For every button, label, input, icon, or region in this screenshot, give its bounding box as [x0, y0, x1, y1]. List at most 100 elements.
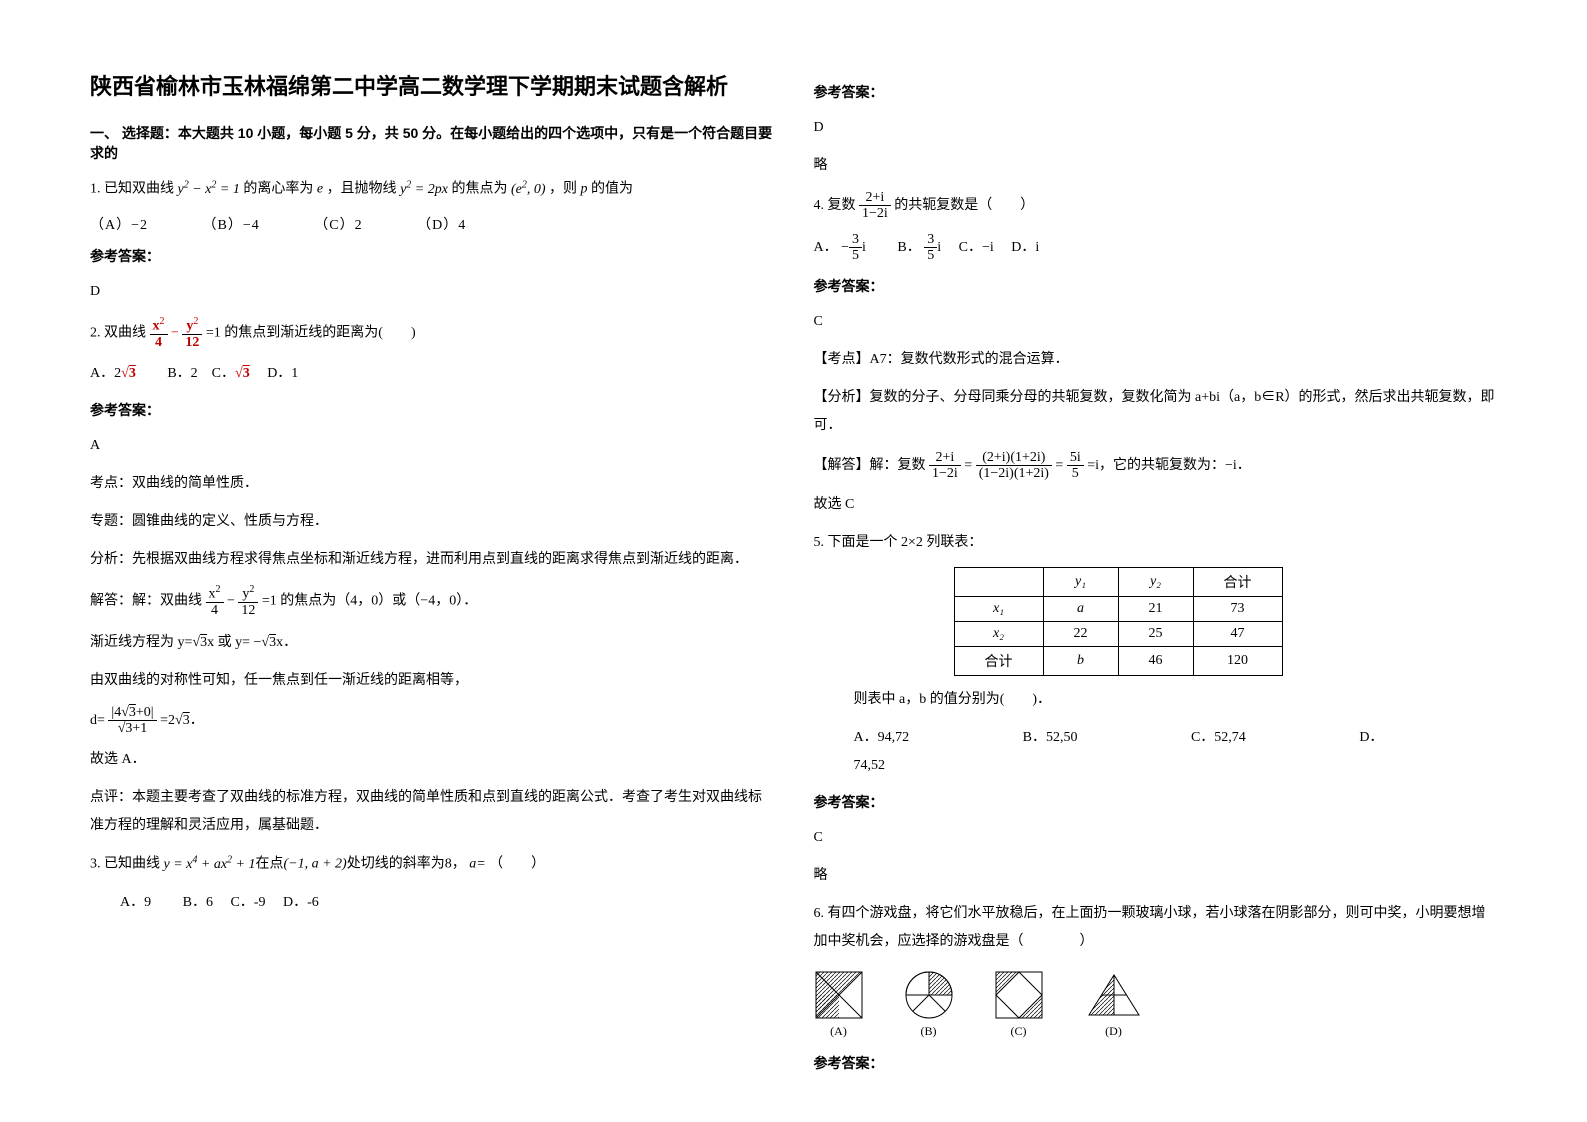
- q2-jieda4: d= |4√3+0|√3+1 =2√3．: [90, 705, 774, 737]
- q1-e: e: [317, 182, 323, 197]
- q5-r1c3: 47: [1193, 622, 1282, 647]
- q2-fenxi: 分析：先根据双曲线方程求得焦点坐标和渐近线方程，进而利用点到直线的距离求得焦点到…: [90, 546, 774, 574]
- q4-jfrac1: 2+i1−2i: [929, 450, 961, 482]
- q5-r2c3: 120: [1193, 647, 1282, 676]
- q2-sqrt3-1: √3: [192, 635, 207, 650]
- q2-opt-a: A．2: [90, 366, 121, 381]
- q5-h3: 合计: [1193, 568, 1282, 597]
- q2-j4a: d=: [90, 713, 105, 728]
- q3-text-2: 在点: [256, 857, 284, 872]
- q1-text-5: ，则: [549, 182, 577, 197]
- q1-ref-label: 参考答案：: [90, 246, 774, 266]
- q1-options: （A）−2 （B）−4 （C）2 （D）4: [90, 214, 774, 234]
- q2-minus: −: [171, 325, 182, 340]
- q5-lue: 略: [814, 862, 1498, 890]
- q5-options: A．94,72 B．52,50 C．52,74 D．74,52: [854, 724, 1498, 780]
- q4-opt-b: B．: [897, 240, 920, 255]
- q4-text-2: 的共轭复数是（ ）: [894, 198, 1034, 213]
- q4-frac-b: 35: [924, 232, 937, 264]
- q3-answer: D: [814, 114, 1498, 142]
- game-a-icon: [814, 970, 864, 1020]
- q2-ref-label: 参考答案：: [90, 400, 774, 420]
- q2-stem: 2. 双曲线 x24 − y212 =1 的焦点到渐近线的距离为( ): [90, 316, 774, 350]
- q4-fenxi: 【分析】复数的分子、分母同乘分母的共轭复数，复数化简为 a+bi（a，b∈R）的…: [814, 384, 1498, 440]
- q4-eq1: =: [964, 458, 972, 473]
- q4-opt-c: C．−i: [959, 240, 994, 255]
- q2-frac-y: y212: [182, 316, 202, 350]
- game-a: (A): [814, 970, 864, 1039]
- q2-jieda2: 渐近线方程为 y=√3x 或 y= −√3x．: [90, 629, 774, 657]
- q4-jieda: 【解答】解：复数 2+i1−2i = (2+i)(1+2i)(1−2i)(1+2…: [814, 450, 1498, 482]
- q4-frac-a: 35: [849, 232, 862, 264]
- q5-h1: y₁: [1043, 568, 1118, 597]
- q1-text-3: ，且抛物线: [327, 182, 397, 197]
- q3-text-1: 3. 已知曲线: [90, 857, 160, 872]
- q4-opt-a: A．: [814, 240, 838, 255]
- q1-opt-c: （C）2: [314, 218, 362, 233]
- q2-kaodian: 考点：双曲线的简单性质．: [90, 470, 774, 498]
- q5-r2c0: 合计: [954, 647, 1043, 676]
- q3-ref-label: 参考答案：: [814, 82, 1498, 102]
- q4-frac: 2+i1−2i: [859, 190, 891, 222]
- game-c: (C): [994, 970, 1044, 1039]
- q1-text-6: 的值为: [591, 182, 633, 197]
- q4-opt-d: D．i: [1011, 240, 1039, 255]
- game-d-label: (D): [1084, 1024, 1144, 1039]
- game-b-label: (B): [904, 1024, 954, 1039]
- q2-frac-x: x24: [150, 316, 168, 350]
- q2-opt-d: D．1: [267, 366, 298, 381]
- q2-frac-x2: x24: [206, 584, 224, 618]
- q6-ref-label: 参考答案：: [814, 1053, 1498, 1073]
- q2-guxuan: 故选 A．: [90, 746, 774, 774]
- q2-jieda3: 由双曲线的对称性可知，任一焦点到任一渐近线的距离相等，: [90, 667, 774, 695]
- q5-answer: C: [814, 824, 1498, 852]
- q2-sqrt3-2: √3: [261, 635, 276, 650]
- q1-opt-b: （B）−4: [203, 218, 260, 233]
- q5-ask: 则表中 a，b 的值分别为( )．: [854, 686, 1498, 714]
- q2-zhuanti: 专题：圆锥曲线的定义、性质与方程．: [90, 508, 774, 536]
- q4-jfrac3: 5i5: [1067, 450, 1084, 482]
- q4-answer: C: [814, 308, 1498, 336]
- q4-options: A． −35i B． 35i C．−i D．i: [814, 232, 1498, 264]
- game-c-label: (C): [994, 1024, 1044, 1039]
- q1-text-4: 的焦点为: [451, 182, 507, 197]
- q5-ref-label: 参考答案：: [814, 792, 1498, 812]
- q1-eq1: y2 − x2 = 1: [178, 182, 240, 197]
- q3-lue: 略: [814, 152, 1498, 180]
- q2-frac-d: |4√3+0|√3+1: [108, 705, 156, 737]
- q2-j2c: x．: [276, 635, 297, 650]
- q5-r0c2: 21: [1118, 597, 1193, 622]
- q1-answer: D: [90, 278, 774, 306]
- q3-text-3: 处切线的斜率为8，: [347, 857, 466, 872]
- q5-r2c2: 46: [1118, 647, 1193, 676]
- q1-opt-d: （D）4: [417, 218, 466, 233]
- q1-pt: (e2, 0): [511, 182, 546, 197]
- q4-j-suf: =i，它的共轭复数为：−i．: [1087, 458, 1251, 473]
- q3-a: a=: [469, 857, 485, 872]
- q4-kaodian: 【考点】A7：复数代数形式的混合运算．: [814, 346, 1498, 374]
- q6-stem: 6. 有四个游戏盘，将它们水平放稳后，在上面扔一颗玻璃小球，若小球落在阴影部分，…: [814, 900, 1498, 956]
- q2-dianping: 点评：本题主要考查了双曲线的标准方程，双曲线的简单性质和点到直线的距离公式．考查…: [90, 784, 774, 840]
- q5-stem: 5. 下面是一个 2×2 列联表：: [814, 529, 1498, 557]
- q2-jieda1: 解答：解：双曲线 x24 − y212 =1 的焦点为（4，0）或（−4，0）．: [90, 584, 774, 618]
- q2-j1b: =1 的焦点为（4，0）或（−4，0）．: [262, 594, 477, 609]
- game-c-icon: [994, 970, 1044, 1020]
- q2-options: A．2√3 B．2 C．√3 D．1: [90, 360, 774, 388]
- q2-sqrt3a: √3: [121, 366, 136, 381]
- q4-jfrac2: (2+i)(1+2i)(1−2i)(1+2i): [976, 450, 1052, 482]
- q5-r0c0: x₁: [954, 597, 1043, 622]
- game-b-icon: [904, 970, 954, 1020]
- q1-stem: 1. 已知双曲线 y2 − x2 = 1 的离心率为 e ，且抛物线 y2 = …: [90, 175, 774, 204]
- q1-text-2: 的离心率为: [243, 182, 313, 197]
- q2-j1a: 解答：解：双曲线: [90, 594, 202, 609]
- q5-opt-d: D．74,52: [854, 730, 1384, 773]
- q3-eq: y = x4 + ax2 + 1: [164, 857, 256, 872]
- q2-text-1: 2. 双曲线: [90, 325, 146, 340]
- q5-opt-b: B．52,50: [1023, 730, 1078, 745]
- q1-eq2: y2 = 2px: [400, 182, 448, 197]
- q2-j2b: x 或 y= −: [207, 635, 261, 650]
- game-b: (B): [904, 970, 954, 1039]
- q2-j2a: 渐近线方程为 y=: [90, 635, 192, 650]
- q4-ref-label: 参考答案：: [814, 276, 1498, 296]
- q5-opt-a: A．94,72: [854, 730, 910, 745]
